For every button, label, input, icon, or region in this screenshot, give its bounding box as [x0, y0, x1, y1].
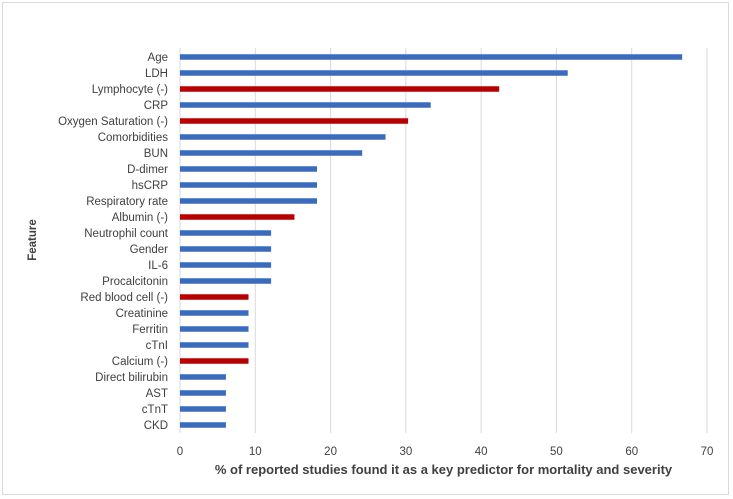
- category-label: Lymphocyte (-): [92, 84, 168, 96]
- category-label: Calcium (-): [112, 356, 168, 368]
- x-tick-label: 60: [625, 446, 638, 458]
- category-label: CKD: [144, 420, 168, 432]
- x-tick-label: 30: [399, 446, 412, 458]
- bar: [180, 358, 249, 364]
- x-tick-label: 20: [324, 446, 337, 458]
- category-label: IL-6: [148, 260, 168, 272]
- category-label: AST: [146, 388, 168, 400]
- x-tick-label: 0: [177, 446, 183, 458]
- bar: [180, 246, 272, 252]
- bar: [180, 422, 226, 428]
- x-tick-labels: 0 10 20 30 40 50 60 70: [177, 446, 714, 458]
- category-label: Age: [148, 52, 168, 64]
- bar: [180, 278, 272, 284]
- bar: [180, 390, 226, 396]
- category-label: D-dimer: [127, 164, 168, 176]
- bar: [180, 374, 226, 380]
- bar: [180, 182, 318, 188]
- bar: [180, 262, 272, 268]
- bar: [180, 102, 431, 108]
- bar: [180, 118, 409, 124]
- gridlines: [179, 48, 708, 433]
- category-label: Creatinine: [116, 308, 168, 320]
- bar: [180, 230, 272, 236]
- bar: [180, 198, 318, 204]
- category-labels: Age LDH Lymphocyte (-) CRP Oxygen Saturation…: [58, 52, 169, 432]
- category-label: LDH: [145, 68, 168, 80]
- bar: [180, 310, 249, 316]
- bar: [180, 86, 500, 92]
- bars: [180, 54, 683, 428]
- bar: [180, 150, 363, 156]
- category-label: Ferritin: [132, 324, 168, 336]
- bar: [180, 54, 683, 60]
- bar: [180, 406, 226, 412]
- bar: [180, 342, 249, 348]
- category-label: Procalcitonin: [102, 276, 168, 288]
- x-tick-label: 70: [701, 446, 714, 458]
- bar: [180, 326, 249, 332]
- category-label: Oxygen Saturation (-): [58, 116, 168, 128]
- bar: [180, 166, 318, 172]
- chart-frame: [2, 2, 729, 495]
- category-label: Respiratory rate: [86, 196, 168, 208]
- x-tick-label: 40: [475, 446, 488, 458]
- bar: [180, 70, 568, 76]
- category-label: Red blood cell (-): [80, 292, 168, 304]
- category-label: cTnT: [142, 404, 168, 416]
- category-label: CRP: [144, 100, 169, 112]
- y-axis-label: Feature: [27, 219, 39, 261]
- x-tick-label: 10: [249, 446, 262, 458]
- category-label: Neutrophil count: [84, 228, 169, 240]
- bar: [180, 134, 386, 140]
- category-label: hsCRP: [132, 180, 169, 192]
- category-label: BUN: [144, 148, 168, 160]
- bar: [180, 294, 249, 300]
- category-label: cTnI: [146, 340, 168, 352]
- x-tick-label: 50: [550, 446, 563, 458]
- bar: [180, 214, 295, 220]
- category-label: Direct bilirubin: [95, 372, 168, 384]
- category-label: Albumin (-): [112, 212, 168, 224]
- category-label: Comorbidities: [98, 132, 169, 144]
- x-axis-label: % of reported studies found it as a key …: [215, 462, 673, 477]
- category-label: Gender: [130, 244, 169, 256]
